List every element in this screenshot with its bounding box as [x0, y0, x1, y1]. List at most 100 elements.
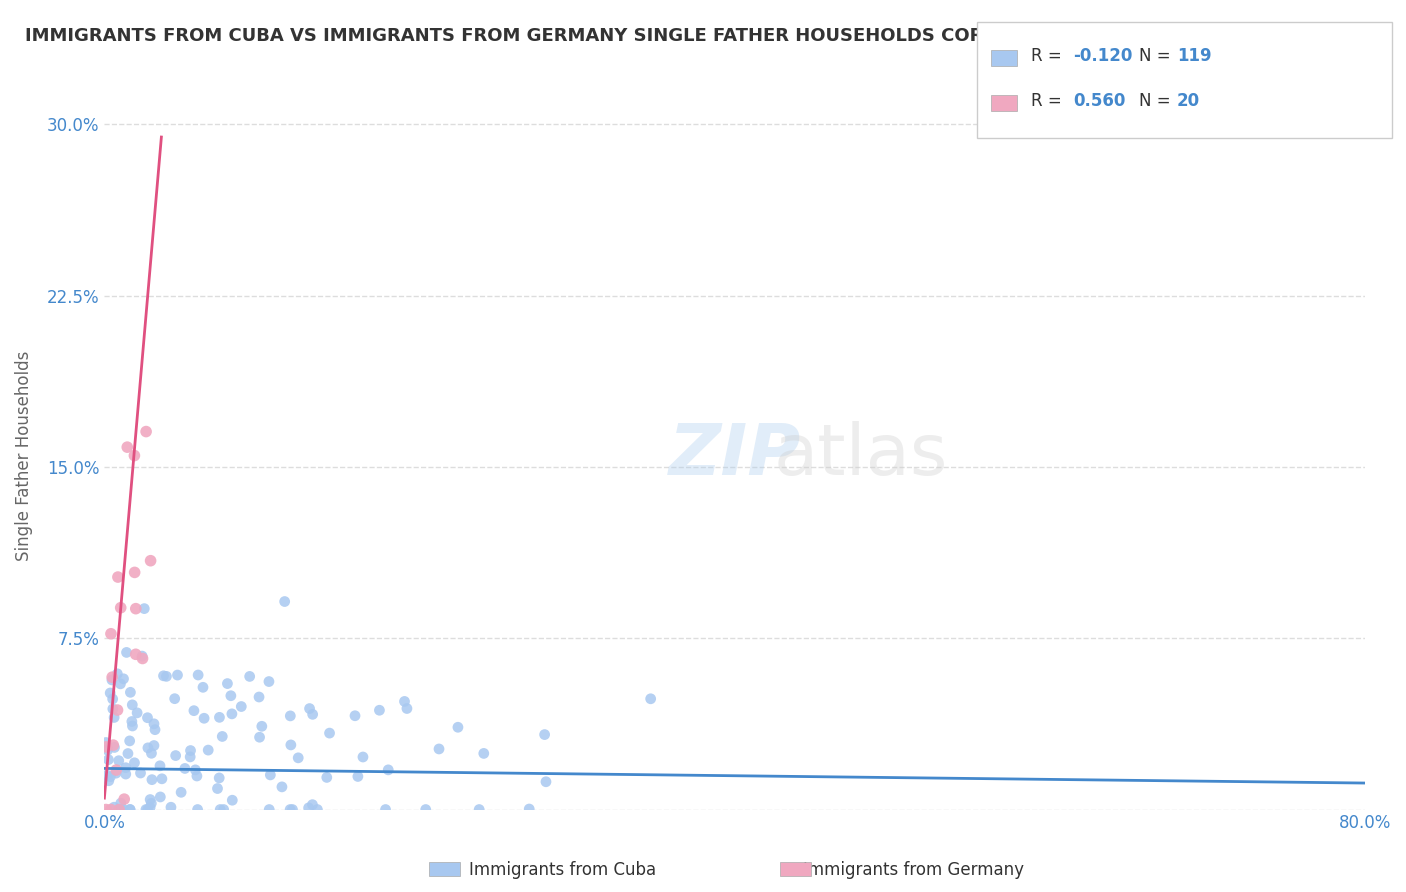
- Point: [97, 753, 120, 767]
- Point: [395, 701, 418, 715]
- Point: [197, 743, 219, 757]
- Point: [121, 719, 143, 733]
- Point: [191, 681, 214, 695]
- Point: [307, 803, 329, 817]
- Text: 119: 119: [1177, 47, 1212, 65]
- Point: [152, 669, 174, 683]
- Point: [112, 672, 135, 686]
- Point: [318, 726, 340, 740]
- Point: [149, 759, 172, 773]
- Point: [211, 730, 233, 744]
- Y-axis label: Single Father Households: Single Father Households: [15, 351, 32, 561]
- Point: [117, 440, 139, 454]
- Point: [118, 734, 141, 748]
- Point: [394, 694, 416, 708]
- Point: [377, 763, 399, 777]
- Point: [135, 425, 157, 439]
- Point: [125, 648, 148, 662]
- Point: [142, 739, 165, 753]
- Point: [129, 766, 152, 780]
- Text: R =: R =: [1031, 47, 1067, 65]
- Point: [347, 769, 370, 783]
- Point: [112, 792, 135, 806]
- Point: [374, 803, 396, 817]
- Point: [105, 666, 128, 681]
- Point: [534, 774, 557, 789]
- Point: [115, 645, 138, 659]
- Point: [97, 773, 120, 788]
- Point: [136, 803, 159, 817]
- Point: [105, 763, 128, 777]
- Text: 20: 20: [1177, 92, 1199, 110]
- Point: [124, 449, 146, 463]
- Point: [155, 669, 177, 683]
- Point: [184, 763, 207, 777]
- Point: [281, 803, 304, 817]
- Point: [103, 710, 125, 724]
- Point: [135, 803, 157, 817]
- Point: [280, 738, 302, 752]
- Point: [131, 651, 153, 665]
- Point: [121, 698, 143, 712]
- Text: R =: R =: [1031, 92, 1067, 110]
- Point: [139, 800, 162, 814]
- Point: [100, 803, 122, 817]
- Point: [96, 739, 118, 754]
- Text: Source: ZipAtlas.com: Source: ZipAtlas.com: [1230, 27, 1378, 41]
- Point: [415, 803, 437, 817]
- Point: [143, 716, 166, 731]
- Point: [114, 761, 136, 775]
- Point: [117, 747, 139, 761]
- Text: N =: N =: [1139, 92, 1175, 110]
- Point: [108, 803, 131, 817]
- Point: [187, 803, 209, 817]
- Point: [108, 803, 131, 817]
- Point: [221, 793, 243, 807]
- Point: [468, 803, 491, 817]
- Point: [301, 797, 323, 812]
- Point: [149, 789, 172, 804]
- Point: [427, 742, 450, 756]
- Point: [187, 668, 209, 682]
- Point: [114, 767, 136, 781]
- Point: [298, 701, 321, 715]
- Point: [103, 740, 125, 755]
- Point: [193, 711, 215, 725]
- Point: [207, 781, 229, 796]
- Point: [221, 706, 243, 721]
- Point: [110, 677, 132, 691]
- Text: 0.560: 0.560: [1073, 92, 1125, 110]
- Text: ZIP: ZIP: [668, 421, 801, 490]
- Text: atlas: atlas: [773, 421, 948, 490]
- Text: N =: N =: [1139, 47, 1175, 65]
- Point: [101, 670, 124, 684]
- Point: [163, 691, 186, 706]
- Point: [217, 676, 239, 690]
- Point: [127, 706, 149, 720]
- Point: [94, 735, 117, 749]
- Point: [179, 750, 201, 764]
- Point: [136, 711, 159, 725]
- Point: [125, 601, 148, 615]
- Point: [186, 769, 208, 783]
- Point: [124, 756, 146, 770]
- Point: [101, 692, 124, 706]
- Point: [278, 709, 301, 723]
- Point: [278, 803, 301, 817]
- Point: [118, 803, 141, 817]
- Point: [301, 707, 323, 722]
- Point: [134, 601, 156, 615]
- Point: [124, 566, 146, 580]
- Point: [166, 668, 188, 682]
- Point: [141, 746, 163, 760]
- Point: [447, 720, 470, 734]
- Point: [219, 689, 242, 703]
- Point: [121, 714, 143, 729]
- Text: -0.120: -0.120: [1073, 47, 1132, 65]
- Point: [368, 703, 391, 717]
- Point: [150, 772, 173, 786]
- Point: [110, 796, 132, 810]
- Point: [139, 554, 162, 568]
- Point: [120, 685, 142, 699]
- Point: [344, 708, 367, 723]
